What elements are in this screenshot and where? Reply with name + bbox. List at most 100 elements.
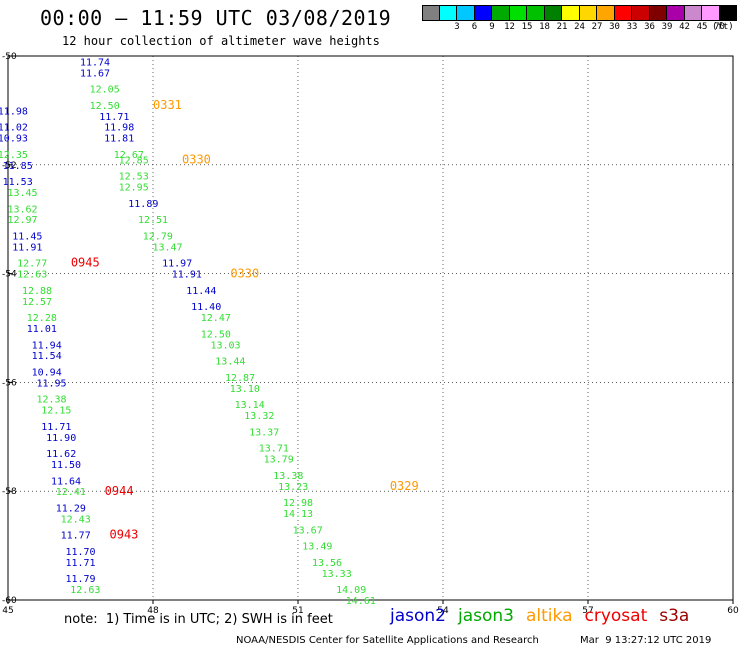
y-tick-label: -52 — [2, 161, 17, 171]
color-scale-label: 70 — [714, 22, 725, 32]
chart-title: 00:00 — 11:59 UTC 03/08/2019 — [40, 6, 392, 30]
y-tick-label: -60 — [2, 596, 17, 606]
color-scale-cell — [509, 5, 527, 21]
color-scale-cell — [544, 5, 562, 21]
wave-height-value: 11.70 — [65, 547, 95, 558]
color-scale-cell — [667, 5, 685, 21]
wave-height-value: 13.44 — [215, 357, 245, 368]
wave-height-value: 12.41 — [56, 487, 86, 498]
wave-height-value: 13.33 — [322, 569, 352, 580]
wave-height-value: 14.13 — [283, 509, 313, 520]
wave-height-value: 13.67 — [293, 525, 323, 536]
color-scale-label: 3 — [454, 22, 460, 32]
color-scale-label: 15 — [521, 22, 533, 32]
pass-time-label: 0944 — [105, 484, 134, 498]
wave-height-value: 12.47 — [201, 313, 231, 324]
wave-height-value: 13.14 — [235, 400, 265, 411]
color-scale-label: 24 — [574, 22, 585, 32]
y-tick-label: -56 — [2, 378, 17, 388]
color-scale-label: 33 — [626, 22, 638, 32]
color-scale-label: 18 — [539, 22, 550, 32]
wave-height-value: 13.45 — [7, 188, 37, 199]
wave-height-value: 12.67 — [114, 150, 144, 161]
y-tick-label: -54 — [2, 270, 17, 280]
wave-height-value: 12.95 — [119, 183, 149, 194]
y-tick-label: -58 — [2, 487, 17, 497]
color-scale-cell — [649, 5, 667, 21]
wave-height-value: 11.98 — [0, 106, 28, 117]
pass-time-label: 0943 — [110, 528, 139, 542]
wave-height-value: 11.67 — [80, 68, 110, 79]
wave-height-value: 11.64 — [51, 476, 81, 487]
color-scale-cell — [492, 5, 510, 21]
wave-height-value: 13.62 — [7, 204, 37, 215]
color-scale-label: 30 — [609, 22, 620, 32]
wave-height-value: 11.91 — [172, 270, 202, 281]
legend-entry-jason3: jason3 — [458, 606, 514, 626]
wave-height-value: 12.63 — [70, 585, 100, 596]
wave-height-value: 12.88 — [22, 286, 52, 297]
legend-entry-altika: altika — [526, 606, 573, 626]
wave-height-value: 11.54 — [32, 351, 62, 362]
x-tick-label: 60 — [727, 606, 739, 616]
wave-height-value: 11.97 — [162, 259, 192, 270]
wave-height-value: 11.62 — [46, 449, 76, 460]
y-tick-label: -50 — [2, 52, 17, 62]
wave-height-value: 13.56 — [312, 558, 342, 569]
wave-height-value: 11.95 — [36, 378, 66, 389]
pass-time-label: 0331 — [153, 98, 182, 112]
generation-timestamp: Mar 9 13:27:12 UTC 2019 — [580, 635, 712, 646]
footnote: note: 1) Time is in UTC; 2) SWH is in fe… — [64, 612, 333, 627]
wave-height-value: 11.01 — [27, 324, 57, 335]
color-scale-cell — [422, 5, 440, 21]
wave-height-value: 11.94 — [32, 340, 62, 351]
color-scale-label: 9 — [489, 22, 495, 32]
wave-height-value: 13.37 — [249, 427, 279, 438]
wave-height-value: 12.43 — [61, 514, 91, 525]
x-tick-label: 54 — [437, 606, 449, 616]
plot-frame — [7, 55, 734, 601]
color-scale-cell — [527, 5, 545, 21]
wave-height-value: 11.90 — [46, 433, 76, 444]
color-scale-label: 39 — [661, 22, 673, 32]
color-scale-cell — [457, 5, 475, 21]
wave-height-value: 10.93 — [0, 134, 28, 145]
color-scale-label: 12 — [504, 22, 515, 32]
legend-entry-jason2: jason2 — [390, 606, 446, 626]
color-scale-label: 36 — [644, 22, 655, 32]
pass-time-label: 0330 — [230, 267, 259, 281]
wave-height-value: 12.85 — [119, 155, 149, 166]
wave-height-value: 12.79 — [143, 232, 173, 243]
x-tick-label: 57 — [582, 606, 593, 616]
wave-height-value: 12.38 — [36, 395, 66, 406]
wave-height-value: 10.94 — [32, 368, 62, 379]
wave-height-value: 12.35 — [0, 150, 28, 161]
legend-entry-cryosat: cryosat — [584, 606, 648, 626]
wave-height-value: 12.50 — [201, 329, 231, 340]
wave-height-value: 11.74 — [80, 57, 110, 68]
wave-height-value: 13.03 — [210, 340, 240, 351]
legend-entry-s3a: s3a — [659, 606, 690, 626]
wave-height-value: 12.98 — [283, 498, 313, 509]
color-scale-cell — [632, 5, 650, 21]
pass-time-label: 0329 — [390, 479, 419, 493]
wave-height-value: 14.09 — [336, 585, 366, 596]
color-scale-label: 27 — [591, 22, 603, 32]
x-tick-label: 51 — [292, 606, 303, 616]
wave-height-value: 13.79 — [264, 455, 294, 466]
wave-height-value: 11.40 — [191, 302, 221, 313]
wave-height-value: 13.49 — [302, 542, 332, 553]
wave-height-value: 11.81 — [104, 134, 134, 145]
wave-height-value: 11.79 — [65, 574, 95, 585]
wave-height-value: 12.53 — [119, 172, 149, 183]
wave-height-value: 13.10 — [230, 384, 260, 395]
wave-height-value: 11.71 — [41, 422, 71, 433]
color-scale-cell — [579, 5, 597, 21]
x-tick-label: 48 — [147, 606, 159, 616]
wave-height-value: 11.53 — [3, 177, 33, 188]
wave-height-value: 11.89 — [128, 199, 158, 210]
wave-height-value: 11.45 — [12, 232, 42, 243]
wave-height-value: 12.28 — [27, 313, 57, 324]
wave-height-value: 11.71 — [99, 112, 129, 123]
color-scale-cell — [562, 5, 580, 21]
